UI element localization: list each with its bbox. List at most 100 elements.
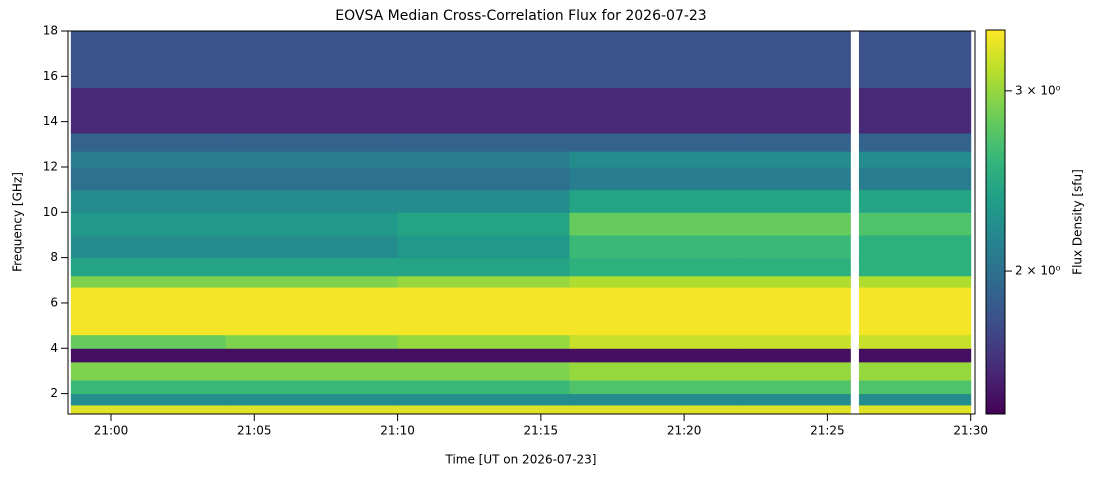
y-tick-label: 2 (50, 386, 58, 400)
heatmap-cell (70, 275, 227, 288)
heatmap-cell (741, 189, 851, 213)
y-tick-label: 12 (43, 159, 58, 173)
heatmap-cell (70, 132, 227, 152)
heatmap-cell (858, 257, 972, 277)
heatmap-cell (569, 348, 742, 363)
heatmap-cell (858, 334, 972, 349)
x-tick-label: 21:00 (94, 424, 129, 438)
heatmap-cell (225, 132, 399, 152)
heatmap-cell (225, 87, 399, 134)
heatmap-cell (741, 404, 851, 415)
colorbar (985, 29, 1006, 415)
heatmap-cell (858, 151, 972, 168)
heatmap-cell (569, 151, 742, 168)
heatmap-cell (858, 404, 972, 415)
x-tick-label: 21:10 (380, 424, 415, 438)
heatmap-cell (741, 31, 851, 89)
heatmap-cell (741, 234, 851, 259)
heatmap-cell (225, 348, 399, 363)
heatmap-cell (397, 287, 571, 336)
x-tick-label: 21:05 (237, 424, 272, 438)
heatmap-cell (569, 31, 742, 89)
heatmap-cell (569, 380, 742, 395)
heatmap-cell (741, 275, 851, 288)
heatmap-cell (858, 31, 972, 89)
heatmap-cell (397, 393, 571, 406)
heatmap-cell (225, 234, 399, 259)
heatmap-cell (858, 189, 972, 213)
heatmap-cell (225, 404, 399, 415)
heatmap-cell (225, 212, 399, 236)
heatmap-cell (858, 166, 972, 191)
heatmap-cell (225, 380, 399, 395)
colorbar-tick-label: 3 × 10⁰ (1015, 83, 1061, 97)
heatmap-cell (70, 393, 227, 406)
heatmap-cell (858, 234, 972, 259)
heatmap-cell (741, 151, 851, 168)
colorbar-label: Flux Density [sfu] (1071, 169, 1085, 275)
heatmap-cell (569, 404, 742, 415)
heatmap-cell (569, 87, 742, 134)
heatmap-cell (741, 287, 851, 336)
heatmap-cell (741, 393, 851, 406)
heatmap-cell (741, 361, 851, 381)
heatmap-cell (397, 404, 571, 415)
heatmap-cell (569, 212, 742, 236)
heatmap-cell (397, 151, 571, 168)
heatmap-cell (569, 393, 742, 406)
y-tick-label: 18 (43, 24, 58, 38)
y-tick-label: 6 (50, 295, 58, 309)
heatmap-cell (569, 234, 742, 259)
heatmap-cell (569, 287, 742, 336)
heatmap-cell (858, 87, 972, 134)
heatmap-cell (397, 132, 571, 152)
heatmap-cell (70, 334, 227, 349)
heatmap-cell (225, 393, 399, 406)
heatmap-cell (858, 275, 972, 288)
heatmap-cell (70, 166, 227, 191)
heatmap-cell (741, 166, 851, 191)
x-tick-label: 21:15 (524, 424, 559, 438)
heatmap-cell (225, 361, 399, 381)
heatmap-cell (225, 31, 399, 89)
heatmap-cell (397, 348, 571, 363)
heatmap-cell (70, 151, 227, 168)
heatmap-cell (569, 132, 742, 152)
heatmap-cell (70, 234, 227, 259)
heatmap-cell (741, 87, 851, 134)
heatmap-cell (569, 275, 742, 288)
heatmap-cell (70, 87, 227, 134)
heatmap-cell (225, 257, 399, 277)
y-tick-label: 8 (50, 250, 58, 264)
heatmap-cell (569, 257, 742, 277)
heatmap-cell (741, 132, 851, 152)
heatmap-cell (70, 404, 227, 415)
heatmap-cell (225, 287, 399, 336)
y-tick-label: 16 (43, 69, 58, 83)
heatmap-cell (858, 287, 972, 336)
heatmap-cell (70, 348, 227, 363)
plot-frame (67, 30, 976, 415)
heatmap-cell (397, 189, 571, 213)
heatmap-cell (858, 212, 972, 236)
heatmap-cell (569, 189, 742, 213)
heatmap-cell (858, 132, 972, 152)
heatmap-cell (225, 275, 399, 288)
heatmap-cell (397, 87, 571, 134)
heatmap-cell (741, 348, 851, 363)
x-tick-label: 21:20 (667, 424, 702, 438)
heatmap-cell (397, 166, 571, 191)
heatmap-cell (70, 212, 227, 236)
heatmap-cell (858, 348, 972, 363)
y-tick-label: 14 (43, 114, 58, 128)
heatmap-cell (225, 166, 399, 191)
colorbar-tick-label: 2 × 10⁰ (1015, 264, 1061, 278)
heatmap-cell (397, 361, 571, 381)
y-tick-label: 4 (50, 341, 58, 355)
heatmap-cell (741, 257, 851, 277)
heatmap-cell (70, 189, 227, 213)
heatmap-cell (225, 334, 399, 349)
y-axis-label: Frequency [GHz] (11, 172, 25, 272)
heatmap-cell (70, 380, 227, 395)
